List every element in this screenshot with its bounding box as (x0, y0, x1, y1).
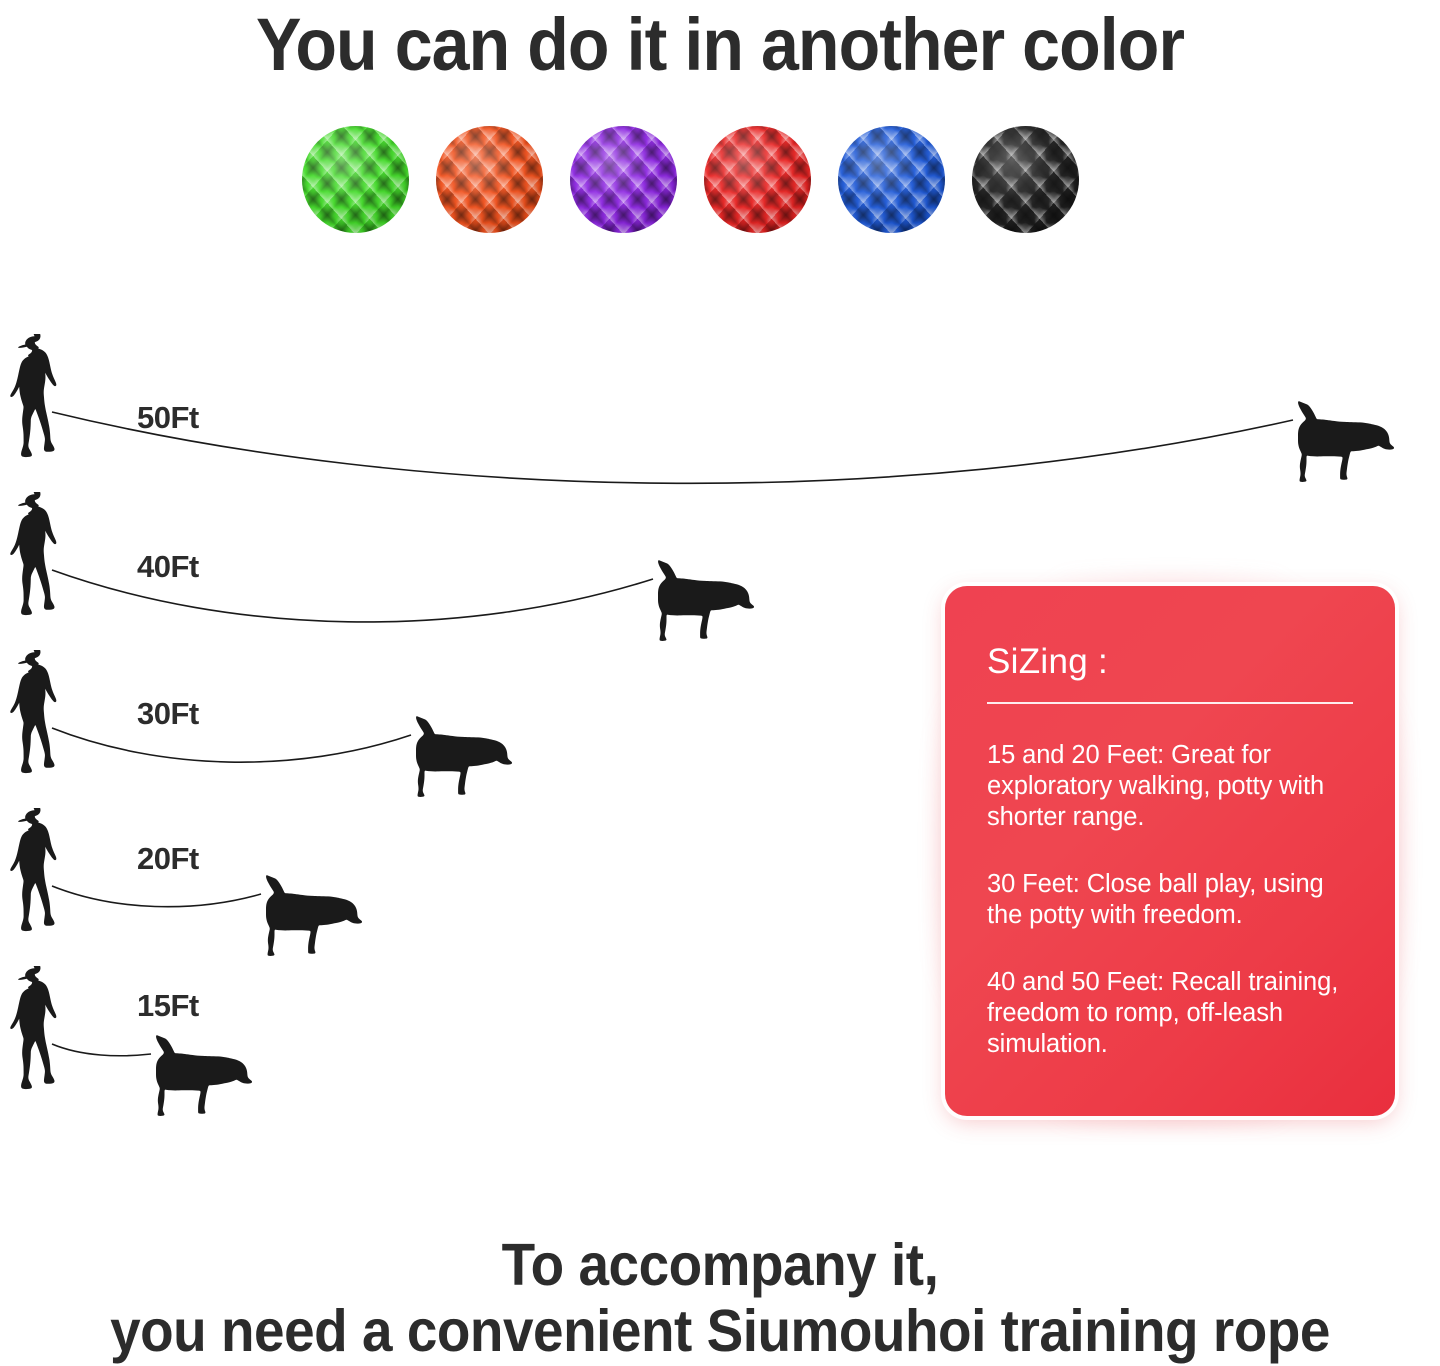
swatch-sheen (972, 126, 1079, 233)
footer-tagline: To accompany it, you need a convenient S… (50, 1232, 1389, 1364)
rope-weave-texture (972, 126, 1079, 233)
leash-line-15ft (51, 1043, 152, 1057)
rope-weave-texture (570, 126, 677, 233)
dog-silhouette (403, 713, 523, 801)
dog-silhouette (253, 872, 373, 960)
leash-length-label-15ft: 15Ft (137, 988, 199, 1023)
dog-silhouette (143, 1032, 263, 1120)
color-swatch-green[interactable] (302, 126, 409, 233)
leash-line-30ft (51, 727, 412, 763)
color-swatch-blue[interactable] (838, 126, 945, 233)
leash-line-20ft (51, 885, 262, 908)
color-swatch-purple[interactable] (570, 126, 677, 233)
leash-length-label-50ft: 50Ft (137, 400, 199, 435)
rope-weave-texture (838, 126, 945, 233)
swatch-sheen (838, 126, 945, 233)
swatch-sheen (704, 126, 811, 233)
sizing-card-heading: SiZing : (987, 642, 1109, 681)
leash-length-label-30ft: 30Ft (137, 696, 199, 731)
sizing-card: SiZing : 15 and 20 Feet: Great for explo… (945, 586, 1395, 1116)
color-swatch-red[interactable] (704, 126, 811, 233)
dog-walker-silhouette (4, 808, 66, 956)
dog-walker-silhouette (4, 334, 66, 482)
color-swatch-orange[interactable] (436, 126, 543, 233)
rope-weave-texture (302, 126, 409, 233)
tagline-line-2: you need a convenient Siumouhoi training… (110, 1298, 1330, 1364)
leash-line-50ft (51, 411, 1294, 485)
swatch-sheen (436, 126, 543, 233)
tagline-line-1: To accompany it, (501, 1232, 939, 1298)
color-swatch-black[interactable] (972, 126, 1079, 233)
rope-weave-texture (436, 126, 543, 233)
sizing-paragraph-3: 40 and 50 Feet: Recall training, freedom… (987, 968, 1339, 1058)
sizing-paragraph-1: 15 and 20 Feet: Great for exploratory wa… (987, 741, 1325, 831)
sizing-paragraph-2: 30 Feet: Close ball play, using the pott… (987, 870, 1324, 929)
sizing-card-divider (987, 702, 1353, 704)
dog-walker-silhouette (4, 966, 66, 1114)
color-swatch-row (302, 126, 1112, 234)
page-title: You can do it in another color (255, 3, 1185, 86)
leash-length-label-40ft: 40Ft (137, 549, 199, 584)
dog-walker-silhouette (4, 492, 66, 640)
dog-silhouette (645, 557, 765, 645)
dog-walker-silhouette (4, 650, 66, 798)
leash-length-label-20ft: 20Ft (137, 841, 199, 876)
swatch-sheen (570, 126, 677, 233)
leash-line-40ft (51, 569, 654, 623)
swatch-sheen (302, 126, 409, 233)
dog-silhouette (1285, 398, 1405, 486)
rope-weave-texture (704, 126, 811, 233)
